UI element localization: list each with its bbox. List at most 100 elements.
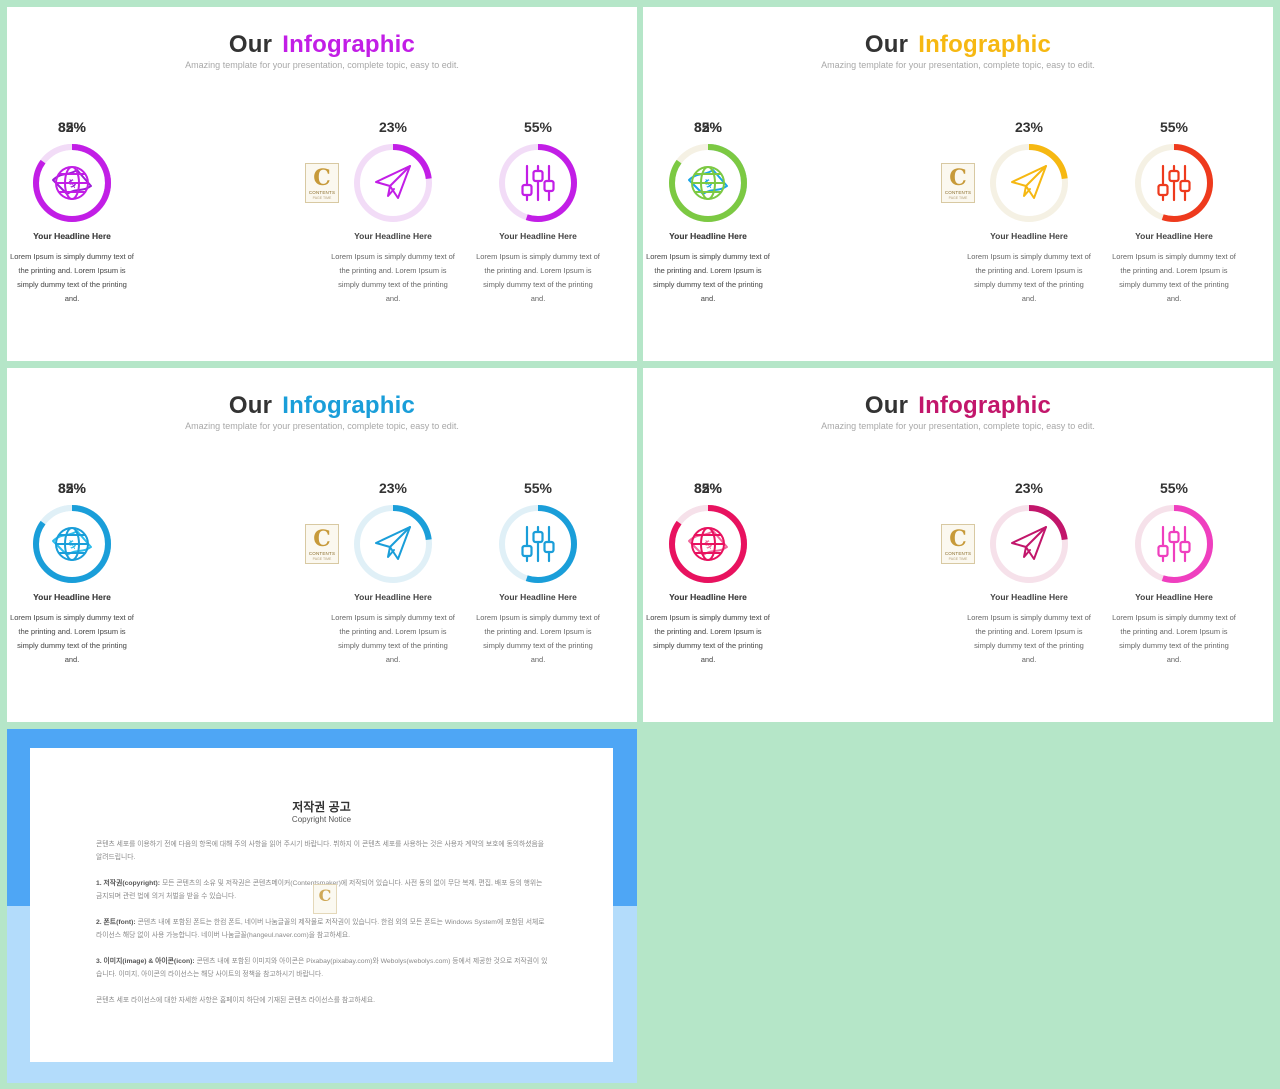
item-description: Lorem Ipsum is simply dummy text of the … bbox=[476, 252, 600, 303]
item-headline: Your Headline Here bbox=[499, 592, 577, 602]
item-headline: Your Headline Here bbox=[669, 592, 747, 602]
logo-text: CONTENTS bbox=[308, 551, 336, 556]
item-description: Lorem Ipsum is simply dummy text of the … bbox=[10, 613, 134, 664]
title-accent: Infographic bbox=[282, 392, 416, 419]
infographic-item: 55% Your Headline Here Lorem Ipsum is sim… bbox=[1109, 119, 1239, 306]
item-headline: Your Headline Here bbox=[354, 592, 432, 602]
globe-icon bbox=[33, 144, 111, 222]
slide-title: Our Infographic bbox=[643, 392, 1273, 420]
copyright-title: 저작권 공고 bbox=[292, 800, 351, 814]
slide-subtitle: Amazing template for your presentation, … bbox=[821, 60, 1095, 70]
infographic-item: 23% Your Headline Here Lorem Ipsum is sim… bbox=[964, 480, 1094, 667]
item-headline: Your Headline Here bbox=[990, 231, 1068, 241]
percent-label: 85% bbox=[57, 119, 87, 135]
slide-1: Our Infographic Amazing template for your… bbox=[7, 7, 637, 361]
percent-label: 23% bbox=[378, 480, 408, 496]
percent-label: 23% bbox=[1014, 119, 1044, 135]
title-accent: Infographic bbox=[918, 392, 1052, 419]
infographic-item: 23% Your Headline Here Lorem Ipsum is sim… bbox=[328, 480, 458, 667]
infographic-item: 85% Your Headline Here Lorem Ipsum is sim… bbox=[7, 119, 137, 306]
logo-text: CONTENTS bbox=[944, 551, 972, 556]
item-headline: Your Headline Here bbox=[669, 231, 747, 241]
infographic-item: 85% Your Headline Here Lorem Ipsum is sim… bbox=[643, 119, 773, 306]
infographic-item: 55% Your Headline Here Lorem Ipsum is sim… bbox=[473, 119, 603, 306]
paragraph-text: 모든 콘텐츠의 소유 및 저작권은 콘텐츠메이커(Contentsmaker)에… bbox=[96, 880, 543, 900]
copyright-paragraph: 3. 이미지(image) & 아이콘(icon): 콘텐츠 내에 포함된 이미… bbox=[96, 955, 549, 981]
watermark-logo: C bbox=[313, 884, 337, 914]
slide-4: Our Infographic Amazing template for your… bbox=[643, 368, 1273, 722]
slide-3: Our Infographic Amazing template for your… bbox=[7, 368, 637, 722]
item-description: Lorem Ipsum is simply dummy text of the … bbox=[1112, 252, 1236, 303]
logo-letter: C bbox=[949, 165, 967, 191]
sliders-icon bbox=[499, 144, 577, 222]
brand-logo: C CONTENTS PAGE TIME bbox=[305, 524, 339, 564]
title-accent: Infographic bbox=[918, 31, 1052, 58]
logo-text: CONTENTS bbox=[944, 190, 972, 195]
paper-plane-icon bbox=[354, 505, 432, 583]
item-description: Lorem Ipsum is simply dummy text of the … bbox=[967, 613, 1091, 664]
item-headline: Your Headline Here bbox=[33, 592, 111, 602]
item-description: Lorem Ipsum is simply dummy text of the … bbox=[646, 252, 770, 303]
paragraph-label: 3. 이미지(image) & 아이콘(icon): bbox=[96, 958, 195, 965]
infographic-item: 85% Your Headline Here Lorem Ipsum is sim… bbox=[7, 480, 137, 667]
percent-label: 55% bbox=[1159, 480, 1189, 496]
globe-icon bbox=[33, 505, 111, 583]
brand-logo: C CONTENTS PAGE TIME bbox=[305, 163, 339, 203]
percent-label: 85% bbox=[693, 480, 723, 496]
copyright-slide: 저작권 공고 Copyright Notice 콘텐츠 세포를 이용하기 전에 … bbox=[7, 729, 637, 1083]
infographic-item: 23% Your Headline Here Lorem Ipsum is sim… bbox=[964, 119, 1094, 306]
item-headline: Your Headline Here bbox=[1135, 592, 1213, 602]
item-description: Lorem Ipsum is simply dummy text of the … bbox=[331, 613, 455, 664]
slide-2: Our Infographic Amazing template for your… bbox=[643, 7, 1273, 361]
brand-logo: C CONTENTS PAGE TIME bbox=[941, 163, 975, 203]
item-headline: Your Headline Here bbox=[354, 231, 432, 241]
logo-text: CONTENTS bbox=[308, 190, 336, 195]
item-description: Lorem Ipsum is simply dummy text of the … bbox=[331, 252, 455, 303]
infographic-item: 85% Your Headline Here Lorem Ipsum is sim… bbox=[643, 480, 773, 667]
percent-label: 32% bbox=[693, 119, 723, 135]
copyright-subtitle: Copyright Notice bbox=[291, 815, 352, 824]
copyright-paper: 저작권 공고 Copyright Notice 콘텐츠 세포를 이용하기 전에 … bbox=[30, 748, 613, 1062]
item-headline: Your Headline Here bbox=[33, 231, 111, 241]
title-plain: Our bbox=[228, 392, 273, 419]
paragraph-text: 콘텐츠 내에 포함된 폰트는 한컴 폰트, 네이버 나눔글꼴의 제작물로 저작권… bbox=[96, 919, 545, 939]
percent-label: 23% bbox=[378, 119, 408, 135]
title-plain: Our bbox=[864, 31, 909, 58]
percent-label: 55% bbox=[523, 480, 553, 496]
logo-tiny-text: PAGE TIME bbox=[948, 196, 968, 200]
copyright-paragraph: 1. 저작권(copyright): 모든 콘텐츠의 소유 및 저작권은 콘텐츠… bbox=[96, 877, 549, 903]
item-headline: Your Headline Here bbox=[499, 231, 577, 241]
item-description: Lorem Ipsum is simply dummy text of the … bbox=[646, 613, 770, 664]
copyright-outro: 콘텐츠 세포 라이선스에 대한 자세한 사항은 홈페이지 하단에 기재된 콘텐츠… bbox=[96, 997, 376, 1004]
item-description: Lorem Ipsum is simply dummy text of the … bbox=[646, 613, 770, 664]
slide-title: Our Infographic bbox=[7, 31, 637, 59]
logo-tiny-text: PAGE TIME bbox=[312, 557, 332, 561]
item-description: Lorem Ipsum is simply dummy text of the … bbox=[10, 252, 134, 303]
infographic-item: 23% Your Headline Here Lorem Ipsum is sim… bbox=[328, 119, 458, 306]
slide-subtitle: Amazing template for your presentation, … bbox=[821, 421, 1095, 431]
item-headline: Your Headline Here bbox=[669, 592, 747, 602]
sliders-icon bbox=[1135, 505, 1213, 583]
paper-plane-icon bbox=[990, 144, 1068, 222]
copyright-body: 콘텐츠 세포를 이용하기 전에 다음의 항목에 대해 주의 사항을 읽어 주시기… bbox=[96, 838, 549, 1020]
paragraph-label: 2. 폰트(font): bbox=[96, 919, 136, 926]
title-plain: Our bbox=[864, 392, 909, 419]
logo-letter: C bbox=[318, 886, 332, 905]
item-headline: Your Headline Here bbox=[1135, 231, 1213, 241]
infographic-item: 55% Your Headline Here Lorem Ipsum is sim… bbox=[473, 480, 603, 667]
logo-letter: C bbox=[313, 526, 331, 552]
item-headline: Your Headline Here bbox=[33, 231, 111, 241]
copyright-intro: 콘텐츠 세포를 이용하기 전에 다음의 항목에 대해 주의 사항을 읽어 주시기… bbox=[96, 841, 544, 861]
item-description: Lorem Ipsum is simply dummy text of the … bbox=[10, 252, 134, 303]
percent-label: 85% bbox=[693, 119, 723, 135]
item-description: Lorem Ipsum is simply dummy text of the … bbox=[646, 252, 770, 303]
globe-icon bbox=[669, 144, 747, 222]
slide-title: Our Infographic bbox=[643, 31, 1273, 59]
title-plain: Our bbox=[228, 31, 273, 58]
logo-letter: C bbox=[313, 165, 331, 191]
slide-subtitle: Amazing template for your presentation, … bbox=[185, 421, 459, 431]
brand-logo: C CONTENTS PAGE TIME bbox=[941, 524, 975, 564]
percent-label: 55% bbox=[523, 119, 553, 135]
item-headline: Your Headline Here bbox=[669, 231, 747, 241]
paper-plane-icon bbox=[990, 505, 1068, 583]
